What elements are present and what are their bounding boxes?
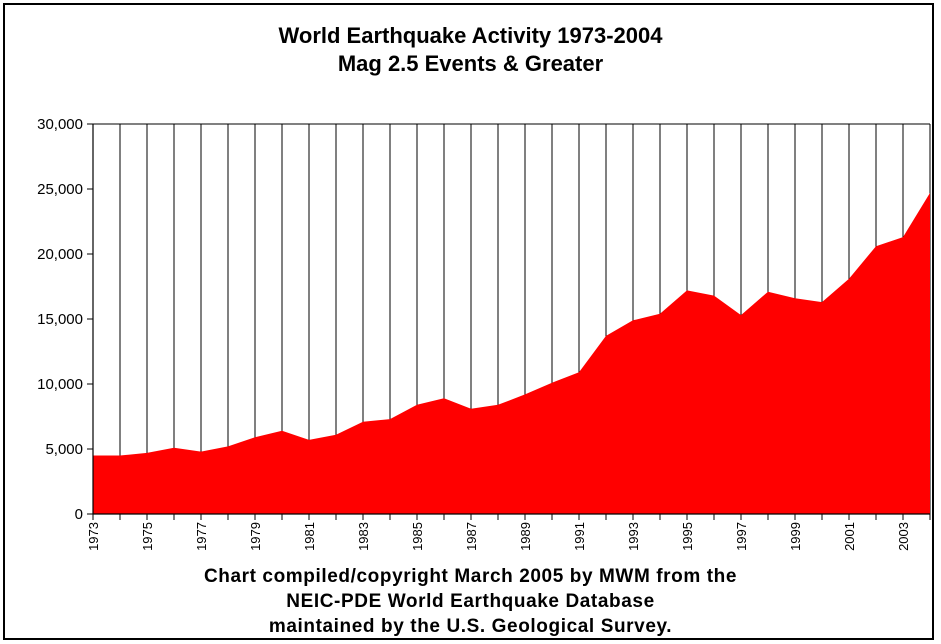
x-tick-label: 1983	[356, 522, 371, 551]
x-tick-label: 1981	[302, 522, 317, 551]
x-tick-label: 1973	[86, 522, 101, 551]
y-tick-label: 0	[75, 506, 83, 523]
chart-title-block: World Earthquake Activity 1973-2004 Mag …	[0, 22, 941, 78]
label-layer: 0 5,000 10,000 15,000 20,000 25,000 30,000 1973…	[37, 116, 911, 551]
footer-line-3: maintained by the U.S. Geological Survey…	[268, 616, 673, 637]
x-tick-label: 1993	[626, 522, 641, 551]
x-tick-label: 2001	[842, 522, 857, 551]
x-tick-label: 1995	[680, 522, 695, 551]
y-tick-label: 20,000	[37, 246, 83, 263]
x-tick-label: 1999	[788, 522, 803, 551]
x-tick-label: 1975	[140, 522, 155, 551]
y-tick-label: 10,000	[37, 376, 83, 393]
chart-footer: Chart compiled/copyright March 2005 by M…	[0, 564, 941, 639]
x-tick-label: 1997	[734, 522, 749, 551]
x-tick-label: 1989	[518, 522, 533, 551]
y-tick-label: 5,000	[45, 441, 83, 458]
chart-title: World Earthquake Activity 1973-2004	[278, 23, 663, 48]
x-tick-label: 1979	[248, 522, 263, 551]
x-tick-label: 2003	[896, 522, 911, 551]
y-tick-label: 25,000	[37, 181, 83, 198]
x-tick-label: 1991	[572, 522, 587, 551]
x-tick-label: 1987	[464, 522, 479, 551]
footer-line-1: Chart compiled/copyright March 2005 by M…	[203, 566, 738, 587]
chart-subtitle: Mag 2.5 Events & Greater	[337, 51, 604, 76]
axis-layer	[87, 123, 931, 520]
footer-line-2: NEIC-PDE World Earthquake Database	[286, 591, 655, 612]
x-tick-label: 1977	[194, 522, 209, 551]
y-tick-label: 15,000	[37, 311, 83, 328]
x-tick-label: 1985	[410, 522, 425, 551]
area-series	[93, 192, 930, 514]
y-tick-label: 30,000	[37, 116, 83, 133]
area-layer	[92, 192, 931, 514]
